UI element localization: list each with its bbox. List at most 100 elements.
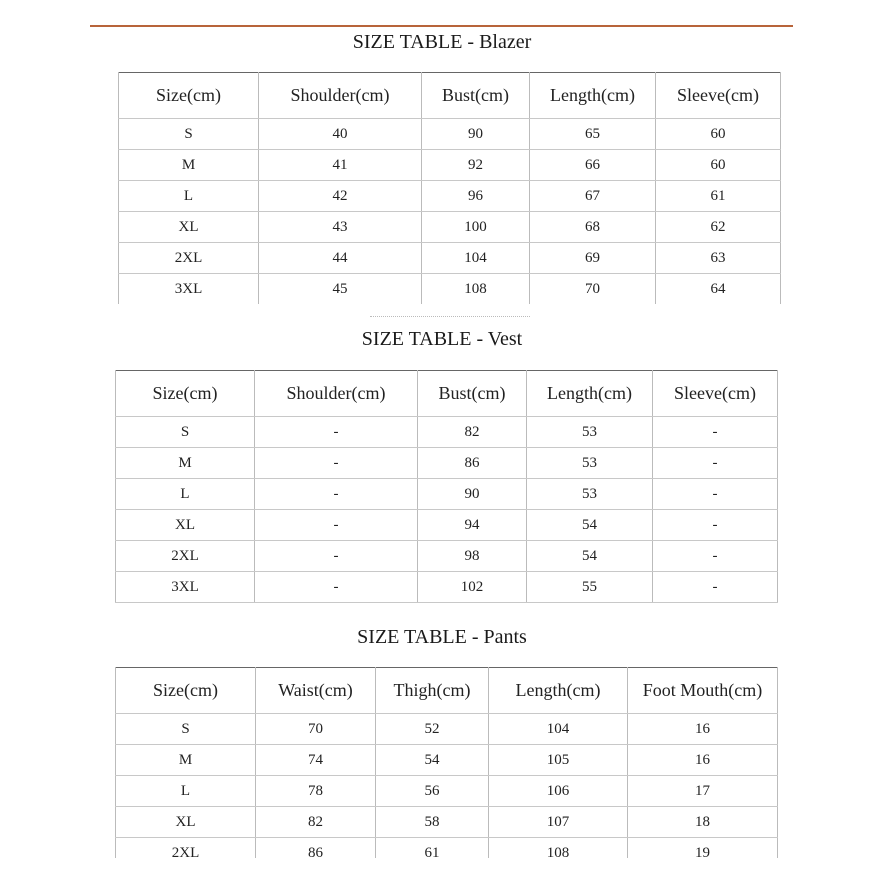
table-cell: 94 (417, 509, 527, 541)
table-cell: 43 (258, 211, 422, 243)
table-cell: 102 (417, 571, 527, 603)
table-cell: 90 (421, 118, 530, 150)
column-header: Length(cm) (529, 72, 656, 119)
vest-title: SIZE TABLE - Vest (361, 328, 523, 350)
table-cell: 107 (488, 806, 628, 838)
table-cell: 78 (255, 775, 376, 807)
table-cell: 18 (627, 806, 778, 838)
table-cell: 65 (529, 118, 656, 150)
table-cell: 60 (655, 149, 781, 181)
table-cell: 108 (421, 273, 530, 304)
table-cell: - (652, 540, 778, 572)
table-cell: 104 (421, 242, 530, 274)
table-cell: 2XL (115, 837, 256, 858)
table-cell: 82 (417, 416, 527, 448)
pants-title: SIZE TABLE - Pants (357, 626, 527, 648)
table-cell: 41 (258, 149, 422, 181)
table-cell: 100 (421, 211, 530, 243)
table-cell: 58 (375, 806, 489, 838)
table-cell: 16 (627, 744, 778, 776)
table-cell: XL (115, 509, 255, 541)
header-row: Size(cm) Shoulder(cm) Bust(cm) Length(cm) Sl… (115, 370, 778, 417)
table-cell: 56 (375, 775, 489, 807)
table-cell: 40 (258, 118, 422, 150)
table-cell: 53 (526, 416, 653, 448)
header-row: Size(cm) Shoulder(cm) Bust(cm) Length(cm) Sl… (118, 72, 781, 119)
table-cell: 44 (258, 242, 422, 274)
header-rule (90, 25, 793, 27)
table-cell: 90 (417, 478, 527, 510)
table-cell: 105 (488, 744, 628, 776)
table-cell: - (254, 571, 418, 603)
table-cell: 3XL (118, 273, 259, 304)
blazer-title: SIZE TABLE - Blazer (352, 31, 532, 53)
table-cell: 69 (529, 242, 656, 274)
column-header: Sleeve(cm) (652, 370, 778, 417)
table-row: S 40 90 65 60 (118, 118, 781, 150)
column-header: Sleeve(cm) (655, 72, 781, 119)
column-header: Waist(cm) (255, 667, 376, 714)
table-cell: M (115, 744, 256, 776)
table-cell: S (115, 713, 256, 745)
table-row: S 70 52 104 16 (115, 713, 778, 745)
column-header: Bust(cm) (421, 72, 530, 119)
table-cell: L (115, 775, 256, 807)
table-cell: 106 (488, 775, 628, 807)
table-cell: 108 (488, 837, 628, 858)
table-cell: 19 (627, 837, 778, 858)
table-row: XL 82 58 107 18 (115, 806, 778, 838)
table-cell: L (118, 180, 259, 212)
table-row: 3XL -102 55- (115, 571, 778, 603)
table-cell: 74 (255, 744, 376, 776)
column-header: Shoulder(cm) (258, 72, 422, 119)
table-row: L -90 53- (115, 478, 778, 510)
table-cell: 82 (255, 806, 376, 838)
table-cell: 61 (375, 837, 489, 858)
table-row: 2XL 86 61 108 19 (115, 837, 778, 858)
table-cell: - (254, 540, 418, 572)
table-cell: 55 (526, 571, 653, 603)
table-cell: - (254, 509, 418, 541)
table-cell: - (652, 416, 778, 448)
table-cell: 62 (655, 211, 781, 243)
table-cell: S (118, 118, 259, 150)
table-cell: M (115, 447, 255, 479)
table-cell: 2XL (115, 540, 255, 572)
table-cell: 53 (526, 447, 653, 479)
table-cell: - (652, 571, 778, 603)
column-header: Length(cm) (488, 667, 628, 714)
blazer-table: Size(cm) Shoulder(cm) Bust(cm) Length(cm) Sl… (118, 72, 781, 304)
table-row: L 78 56 106 17 (115, 775, 778, 807)
table-cell: 45 (258, 273, 422, 304)
table-row: M -86 53- (115, 447, 778, 479)
column-header: Shoulder(cm) (254, 370, 418, 417)
table-cell: 54 (375, 744, 489, 776)
table-cell: 63 (655, 242, 781, 274)
table-cell: 61 (655, 180, 781, 212)
table-cell: 17 (627, 775, 778, 807)
column-header: Size(cm) (115, 370, 255, 417)
table-cell: 86 (417, 447, 527, 479)
table-row: M 41 92 66 60 (118, 149, 781, 181)
table-cell: 68 (529, 211, 656, 243)
column-header: Length(cm) (526, 370, 653, 417)
table-row: M 74 54 105 16 (115, 744, 778, 776)
table-cell: 52 (375, 713, 489, 745)
table-cell: 16 (627, 713, 778, 745)
table-cell: 42 (258, 180, 422, 212)
table-cell: 70 (255, 713, 376, 745)
table-cell: 66 (529, 149, 656, 181)
table-cell: 70 (529, 273, 656, 304)
table-cell: - (254, 416, 418, 448)
table-cell: 104 (488, 713, 628, 745)
table-cell: 67 (529, 180, 656, 212)
table-cell: - (254, 478, 418, 510)
table-cell: XL (115, 806, 256, 838)
table-cell: 98 (417, 540, 527, 572)
table-cell: 60 (655, 118, 781, 150)
column-header: Thigh(cm) (375, 667, 489, 714)
vest-table: Size(cm) Shoulder(cm) Bust(cm) Length(cm) Sl… (115, 370, 778, 603)
table-cell: 3XL (115, 571, 255, 603)
column-header: Bust(cm) (417, 370, 527, 417)
column-header: Size(cm) (115, 667, 256, 714)
